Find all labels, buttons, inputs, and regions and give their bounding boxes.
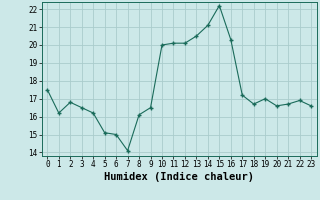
X-axis label: Humidex (Indice chaleur): Humidex (Indice chaleur)	[104, 172, 254, 182]
